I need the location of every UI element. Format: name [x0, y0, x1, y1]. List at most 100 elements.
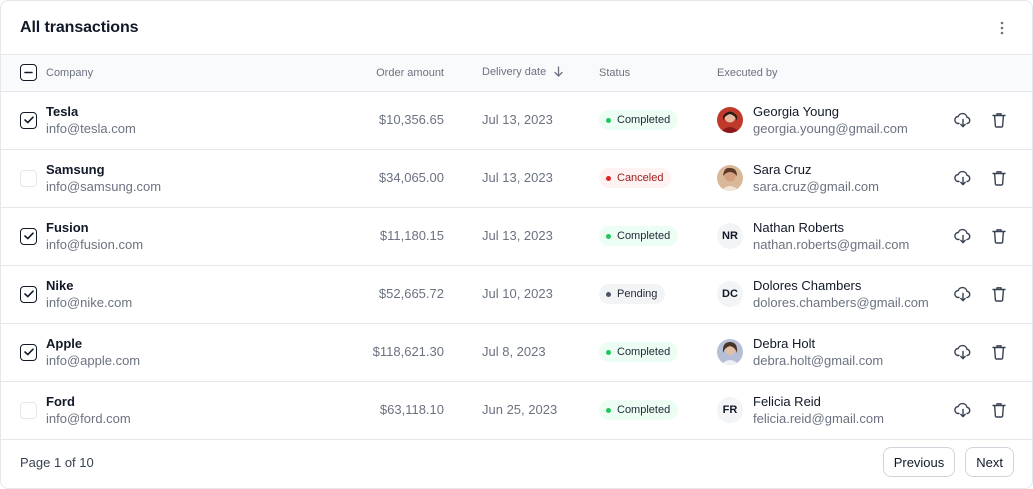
column-header-date-label: Delivery date — [482, 65, 547, 78]
order-amount: $63,118.10 — [379, 402, 444, 417]
executor-email: dolores.chambers@gmail.com — [753, 294, 929, 310]
download-cloud-icon[interactable] — [953, 168, 973, 188]
status-badge: Completed — [599, 110, 679, 131]
trash-icon[interactable] — [989, 400, 1009, 420]
status-label: Canceled — [617, 172, 664, 185]
company-name: Fusion — [46, 219, 89, 235]
status-label: Completed — [617, 114, 671, 127]
company-email: info@nike.com — [46, 294, 133, 310]
status-badge: Completed — [599, 400, 679, 421]
column-header-status[interactable]: Status — [599, 66, 631, 79]
company-email: info@fusion.com — [46, 236, 144, 252]
card-footer: Page 1 of 10 Previous Next — [1, 436, 1032, 488]
delivery-date: Jul 13, 2023 — [482, 228, 553, 243]
row-checkbox[interactable] — [20, 227, 37, 245]
executor-email: felicia.reid@gmail.com — [753, 410, 884, 426]
executor-name: Dolores Chambers — [753, 277, 862, 293]
company-email: info@apple.com — [46, 352, 141, 368]
table-row[interactable]: Samsung info@samsung.com $34,065.00 Jul … — [1, 149, 1032, 207]
row-checkbox[interactable] — [20, 285, 37, 303]
pagination: Previous Next — [882, 447, 1014, 477]
transactions-table: Company Order amount Delivery date Statu… — [1, 55, 1032, 440]
executor-name: Georgia Young — [753, 103, 840, 119]
status-dot — [606, 407, 611, 413]
table-row[interactable]: Ford info@ford.com $63,118.10 Jun 25, 20… — [1, 381, 1032, 439]
row-checkbox[interactable] — [20, 111, 37, 129]
order-amount: $10,356.65 — [378, 112, 444, 127]
order-amount: $118,621.30 — [372, 344, 444, 359]
arrow-down-icon — [554, 66, 563, 80]
company-name: Samsung — [46, 161, 105, 177]
column-header-company[interactable]: Company — [46, 66, 94, 79]
trash-icon[interactable] — [989, 226, 1009, 246]
status-dot — [606, 291, 611, 297]
download-cloud-icon[interactable] — [953, 284, 973, 304]
delivery-date: Jul 13, 2023 — [482, 112, 553, 127]
column-header-amount[interactable]: Order amount — [376, 66, 444, 79]
table-row[interactable]: Fusion info@fusion.com $11,180.15 Jul 13… — [1, 207, 1032, 265]
status-dot — [606, 175, 611, 181]
previous-button[interactable]: Previous — [882, 447, 956, 477]
avatar — [717, 107, 743, 133]
company-name: Ford — [46, 393, 75, 409]
table-row[interactable]: Tesla info@tesla.com $10,356.65 Jul 13, … — [1, 91, 1032, 149]
delivery-date: Jul 10, 2023 — [482, 286, 553, 301]
status-label: Completed — [617, 404, 671, 417]
row-checkbox[interactable] — [20, 343, 37, 361]
executor-name: Sara Cruz — [753, 161, 812, 177]
avatar — [717, 165, 743, 191]
avatar — [717, 339, 743, 365]
download-cloud-icon[interactable] — [953, 342, 973, 362]
executor-email: georgia.young@gmail.com — [753, 120, 908, 136]
company-email: info@tesla.com — [46, 120, 136, 136]
order-amount: $52,665.72 — [378, 286, 444, 301]
row-checkbox[interactable] — [20, 169, 37, 187]
company-name: Nike — [46, 277, 74, 293]
page-info: Page 1 of 10 — [20, 454, 94, 470]
avatar: NR — [717, 223, 743, 249]
next-button[interactable]: Next — [965, 447, 1014, 477]
status-dot — [606, 117, 611, 123]
more-vertical-icon[interactable] — [990, 16, 1014, 40]
company-name: Apple — [46, 335, 83, 351]
trash-icon[interactable] — [989, 110, 1009, 130]
company-email: info@samsung.com — [46, 178, 162, 194]
company-name: Tesla — [46, 103, 79, 119]
delivery-date: Jul 13, 2023 — [482, 170, 553, 185]
status-badge: Completed — [599, 342, 679, 363]
status-badge: Canceled — [599, 168, 672, 189]
executor-name: Nathan Roberts — [753, 219, 845, 235]
executor-email: nathan.roberts@gmail.com — [753, 236, 910, 252]
row-checkbox[interactable] — [20, 401, 37, 419]
table-row[interactable]: Apple info@apple.com $118,621.30 Jul 8, … — [1, 323, 1032, 381]
select-all-checkbox[interactable] — [20, 64, 37, 82]
table-header-row: Company Order amount Delivery date Statu… — [1, 55, 1032, 91]
avatar: FR — [717, 397, 743, 423]
status-label: Completed — [617, 230, 671, 243]
order-amount: $11,180.15 — [379, 228, 444, 243]
download-cloud-icon[interactable] — [953, 400, 973, 420]
order-amount: $34,065.00 — [378, 170, 444, 185]
status-badge: Pending — [599, 284, 666, 305]
download-cloud-icon[interactable] — [953, 110, 973, 130]
table-row[interactable]: Nike info@nike.com $52,665.72 Jul 10, 20… — [1, 265, 1032, 323]
executor-email: debra.holt@gmail.com — [753, 352, 884, 368]
executor-name: Felicia Reid — [753, 393, 821, 409]
card-title: All transactions — [20, 18, 139, 36]
card-header: All transactions — [1, 1, 1032, 55]
status-label: Pending — [617, 288, 658, 301]
executor-name: Debra Holt — [753, 335, 816, 351]
download-cloud-icon[interactable] — [953, 226, 973, 246]
avatar: DC — [717, 281, 743, 307]
company-email: info@ford.com — [46, 410, 131, 426]
status-dot — [606, 233, 611, 239]
delivery-date: Jul 8, 2023 — [482, 344, 546, 359]
trash-icon[interactable] — [989, 342, 1009, 362]
executor-email: sara.cruz@gmail.com — [753, 178, 879, 194]
column-header-executed-by[interactable]: Executed by — [717, 66, 778, 79]
status-badge: Completed — [599, 226, 679, 247]
trash-icon[interactable] — [989, 284, 1009, 304]
column-header-date[interactable]: Delivery date — [444, 55, 599, 91]
trash-icon[interactable] — [989, 168, 1009, 188]
